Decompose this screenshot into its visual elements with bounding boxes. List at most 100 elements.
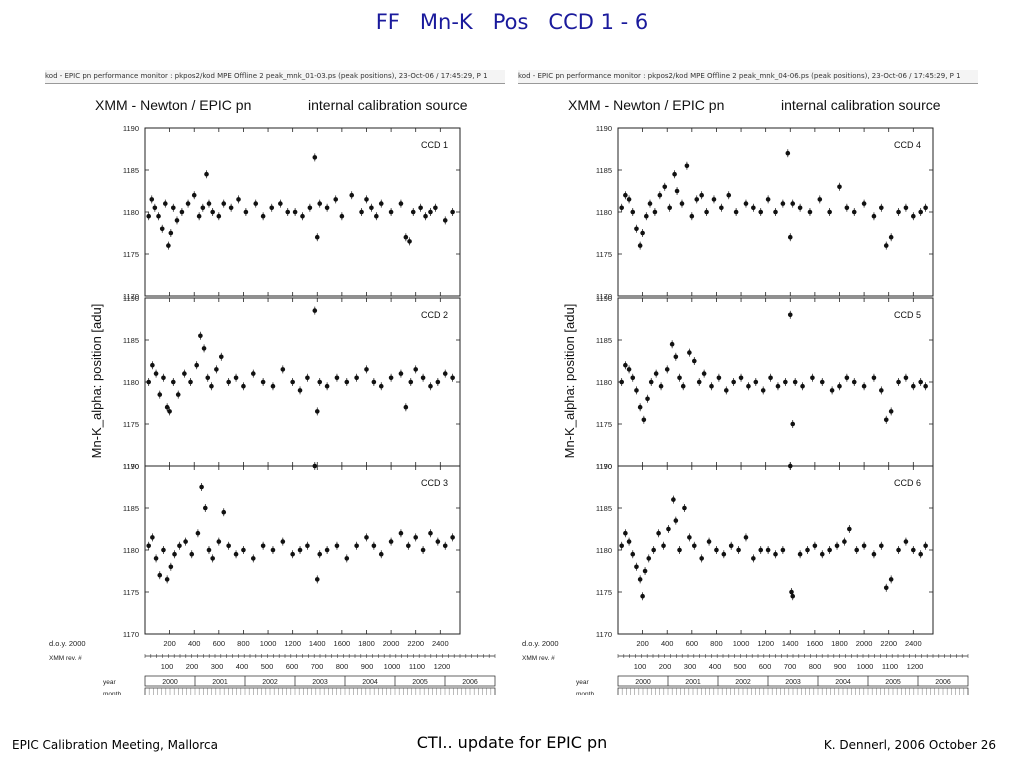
data-point	[206, 547, 212, 553]
rev-tick-label: 100	[161, 662, 174, 671]
data-point	[751, 205, 756, 211]
month-axis-label: month	[576, 691, 594, 695]
ccd-label: CCD 3	[421, 478, 448, 488]
year-label: 2001	[212, 679, 228, 686]
y-tick-label: 1180	[596, 546, 612, 555]
footer-subtitle: CTI.. update for EPIC pn	[416, 733, 608, 752]
data-point	[164, 404, 170, 410]
data-point	[765, 197, 771, 202]
data-point	[679, 201, 685, 206]
data-point	[652, 209, 658, 215]
data-point	[388, 539, 394, 544]
y-tick-label: 1175	[596, 420, 612, 429]
data-point	[790, 201, 796, 206]
y-tick-label: 1175	[123, 588, 139, 597]
data-point	[871, 551, 877, 557]
year-bar	[144, 675, 496, 687]
data-point	[210, 209, 215, 215]
data-point	[829, 388, 835, 393]
data-point	[201, 346, 207, 351]
data-point	[433, 205, 438, 211]
rev-tick-label: 300	[684, 662, 697, 671]
data-point	[753, 379, 759, 385]
y-tick-label: 1190	[123, 294, 139, 303]
plot-frame	[617, 465, 934, 635]
data-point	[314, 234, 320, 240]
plot-subtitle: internal calibration source	[308, 97, 468, 113]
plot-panel-ccd-4-6: kod - EPIC pn performance monitor : pkpo…	[518, 70, 978, 695]
data-point	[837, 184, 842, 190]
doy-tick-label: 800	[710, 639, 723, 648]
y-tick-label: 1185	[123, 336, 139, 345]
data-point	[640, 230, 645, 236]
data-point	[648, 379, 654, 385]
data-point	[153, 556, 159, 561]
rev-axis-label: XMM rev. #	[522, 655, 555, 662]
doy-axis-label: d.o.y. 2000	[49, 639, 86, 648]
data-point	[911, 383, 916, 389]
data-point	[334, 375, 340, 381]
ccd-label: CCD 1	[421, 140, 448, 150]
data-point	[751, 556, 756, 561]
data-point	[844, 375, 850, 381]
data-point	[423, 213, 428, 219]
year-label: 2004	[362, 679, 378, 686]
data-point	[270, 547, 276, 553]
data-point	[250, 371, 256, 376]
data-point	[879, 543, 884, 549]
rev-tick-label: 600	[759, 662, 772, 671]
doy-tick-label: 2200	[880, 639, 897, 648]
data-point	[260, 213, 266, 219]
rev-tick-label: 1200	[907, 662, 924, 671]
data-point	[834, 543, 840, 549]
data-point	[428, 383, 433, 389]
data-point	[221, 509, 227, 515]
data-point	[819, 551, 825, 557]
data-point	[324, 383, 330, 389]
data-point	[152, 205, 158, 211]
data-point	[911, 547, 916, 553]
data-point	[300, 213, 305, 219]
data-point	[773, 551, 778, 557]
data-point	[637, 404, 643, 410]
doy-tick-label: 600	[213, 639, 226, 648]
rev-tick-label: 400	[709, 662, 722, 671]
data-point	[233, 551, 239, 557]
data-point	[146, 543, 151, 549]
data-point	[694, 197, 700, 202]
data-point	[684, 163, 690, 169]
data-point	[233, 375, 239, 381]
data-point	[344, 379, 350, 385]
data-point	[765, 547, 771, 553]
data-point	[645, 396, 650, 402]
rev-tick-label: 400	[236, 662, 249, 671]
ccd-label: CCD 5	[894, 310, 921, 320]
data-point	[736, 547, 741, 553]
data-point	[687, 535, 692, 540]
data-point	[674, 188, 680, 194]
data-point	[317, 379, 323, 385]
data-point	[442, 218, 448, 223]
rev-tick-label: 1100	[409, 662, 425, 671]
data-point	[709, 383, 714, 389]
data-point	[312, 155, 318, 160]
data-point	[787, 463, 793, 469]
data-point	[896, 209, 901, 215]
rev-tick-label: 500	[261, 662, 274, 671]
data-point	[896, 547, 901, 553]
data-point	[420, 547, 426, 553]
data-point	[888, 577, 894, 582]
data-point	[677, 547, 682, 553]
data-point	[726, 192, 732, 198]
data-point	[191, 192, 197, 198]
doy-tick-label: 1200	[284, 639, 301, 648]
data-point	[290, 551, 295, 557]
data-point	[662, 184, 668, 190]
data-point	[644, 213, 649, 219]
data-point	[317, 551, 323, 557]
doy-tick-label: 1200	[757, 639, 774, 648]
data-point	[216, 213, 222, 219]
data-point	[647, 201, 653, 206]
data-point	[354, 543, 359, 549]
data-point	[241, 383, 246, 389]
